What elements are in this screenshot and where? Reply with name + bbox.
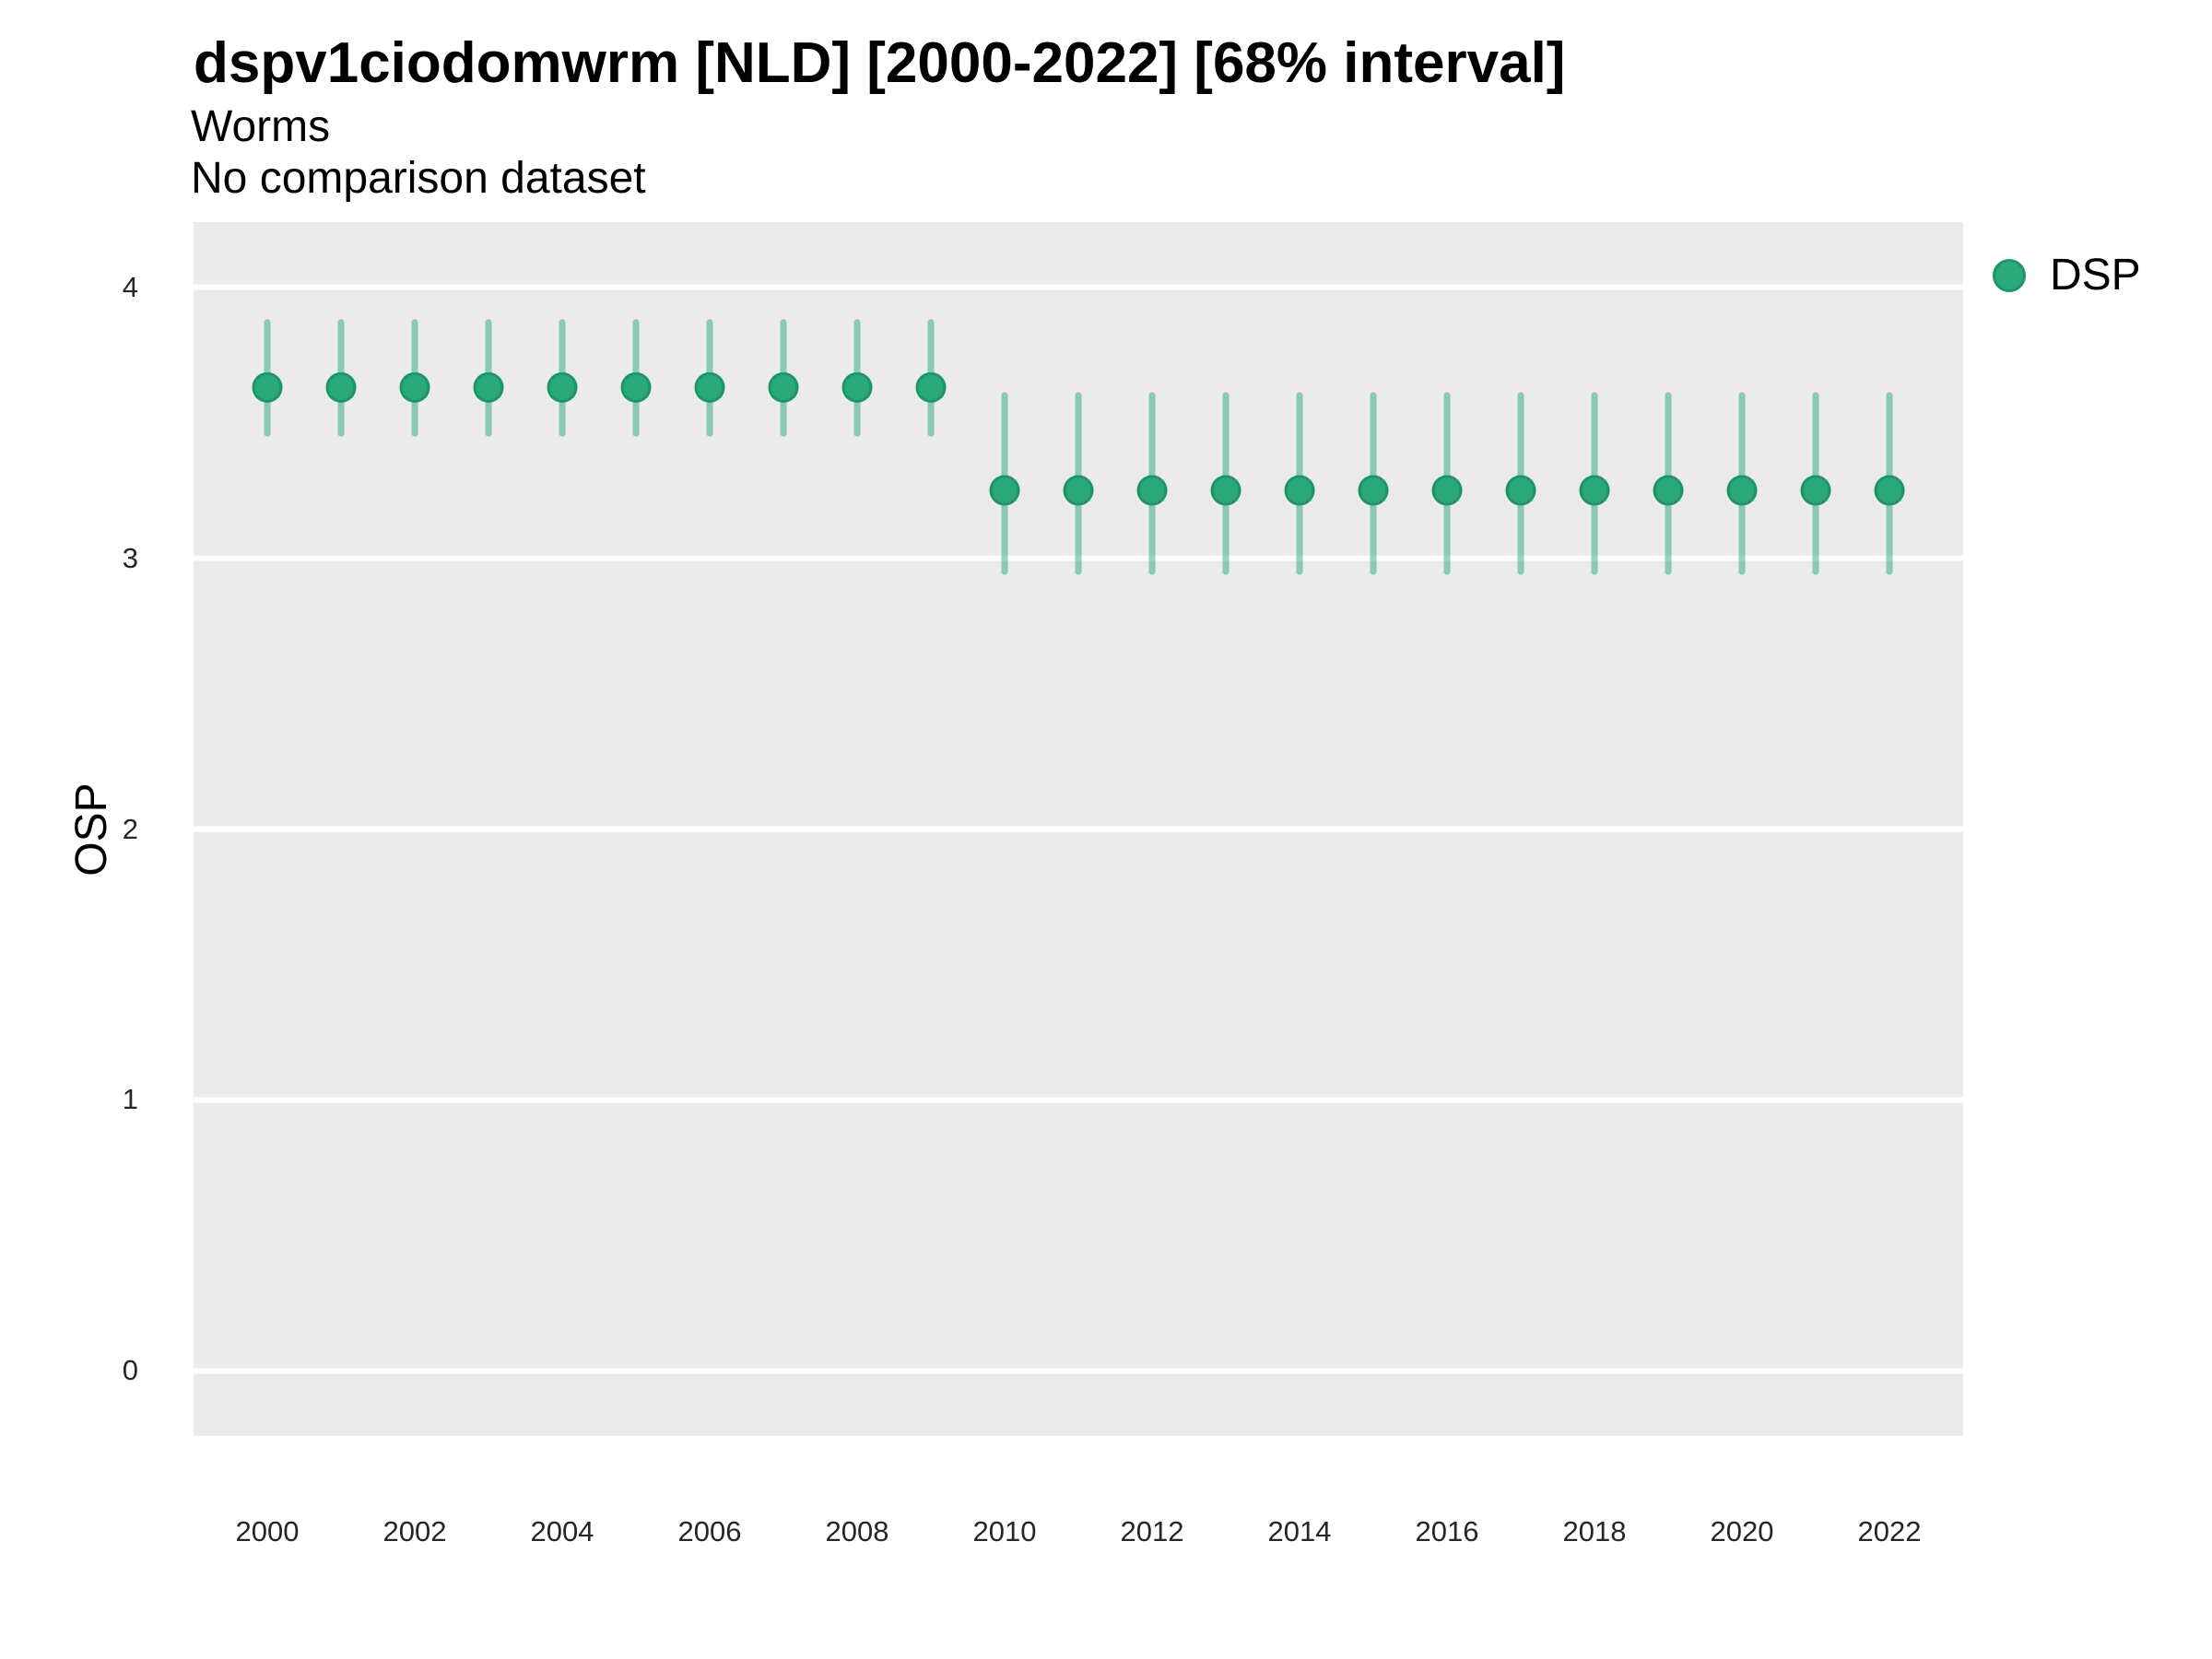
data-point: [1136, 475, 1168, 506]
data-point: [473, 371, 504, 403]
data-point: [1653, 475, 1684, 506]
plot-canvas: [194, 222, 1963, 1436]
data-point: [325, 371, 357, 403]
x-tick-label: 2010: [972, 1515, 1037, 1547]
x-tick-label: 2014: [1267, 1515, 1332, 1547]
x-tick-label: 2000: [235, 1515, 300, 1547]
y-tick-label: 3: [122, 541, 138, 574]
x-tick-label: 2008: [825, 1515, 889, 1547]
data-point: [1063, 475, 1094, 506]
data-point: [694, 371, 725, 403]
legend-marker-dot: [1993, 259, 2026, 292]
x-tick-label: 2022: [1857, 1515, 1922, 1547]
data-point: [768, 371, 799, 403]
data-point: [252, 371, 283, 403]
x-tick-label: 2012: [1120, 1515, 1184, 1547]
data-point: [547, 371, 578, 403]
x-tick-label: 2018: [1562, 1515, 1627, 1547]
data-point: [841, 371, 873, 403]
data-point: [1210, 475, 1241, 506]
data-point: [1579, 475, 1610, 506]
plot-area: [194, 222, 1963, 1436]
y-tick-label: 2: [122, 812, 138, 845]
data-point: [1800, 475, 1831, 506]
y-tick-label: 0: [122, 1354, 138, 1387]
data-point: [1874, 475, 1905, 506]
x-tick-label: 2002: [382, 1515, 447, 1547]
data-point: [620, 371, 652, 403]
y-tick-label: 1: [122, 1083, 138, 1116]
legend-label: DSP: [2050, 251, 2141, 300]
x-tick-label: 2016: [1415, 1515, 1479, 1547]
data-point: [1284, 475, 1315, 506]
comparison-note: No comparison dataset: [191, 154, 646, 203]
legend: DSP: [1993, 253, 2141, 298]
data-point: [1358, 475, 1389, 506]
y-tick-label: 4: [122, 270, 138, 303]
data-point: [1431, 475, 1463, 506]
x-tick-label: 2004: [530, 1515, 594, 1547]
data-point: [915, 371, 947, 403]
x-tick-label: 2020: [1710, 1515, 1774, 1547]
chart-subtitle: Worms: [191, 102, 331, 151]
x-tick-label: 2006: [677, 1515, 742, 1547]
data-point: [1505, 475, 1536, 506]
data-point: [1726, 475, 1758, 506]
data-point: [399, 371, 430, 403]
chart-title: dspv1ciodomwrm [NLD] [2000-2022] [68% in…: [194, 31, 1566, 95]
data-point: [989, 475, 1020, 506]
